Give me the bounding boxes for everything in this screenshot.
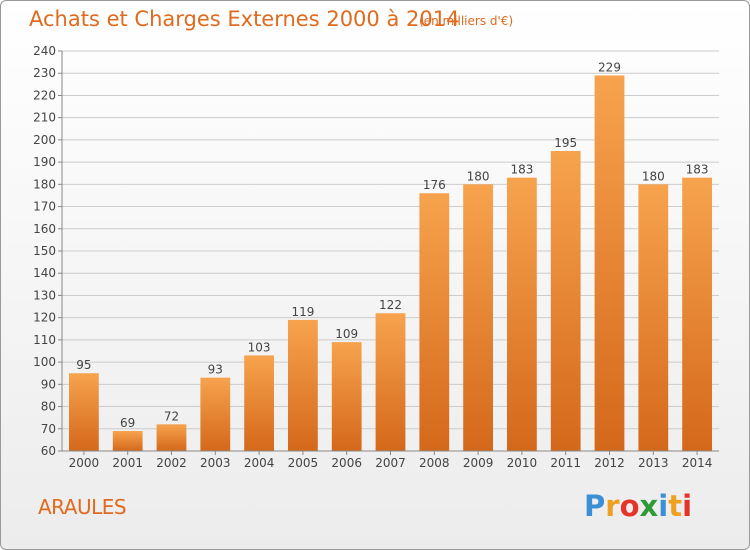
data-label-2002: 72	[164, 409, 179, 423]
x-tick-label-2014: 2014	[682, 456, 713, 470]
data-label-2009: 180	[467, 169, 490, 183]
y-tick-label: 200	[33, 133, 56, 147]
y-tick-label: 70	[41, 422, 56, 436]
data-label-2003: 93	[208, 363, 223, 377]
bar-2003	[200, 377, 231, 451]
data-label-2013: 180	[642, 169, 665, 183]
data-label-2000: 95	[76, 358, 91, 372]
y-tick-label: 130	[33, 288, 56, 302]
bar-2000	[69, 373, 99, 451]
x-tick-label-2002: 2002	[156, 456, 187, 470]
bar-2008	[419, 193, 450, 451]
x-tick-label-2010: 2010	[507, 456, 538, 470]
bar-2011	[550, 151, 581, 451]
y-tick-label: 210	[33, 111, 56, 125]
y-tick-label: 240	[33, 44, 56, 58]
y-tick-label: 140	[33, 266, 56, 280]
y-tick-label: 90	[41, 377, 56, 391]
x-tick-label-2003: 2003	[200, 456, 231, 470]
y-tick-label: 220	[33, 88, 56, 102]
x-tick-label-2004: 2004	[244, 456, 275, 470]
data-label-2006: 109	[335, 327, 358, 341]
y-tick-label: 230	[33, 66, 56, 80]
y-tick-label: 120	[33, 311, 56, 325]
commune-name: ARAULES	[38, 495, 127, 519]
bar-2006	[331, 342, 362, 451]
data-label-2014: 183	[686, 163, 709, 177]
bar-2005	[288, 319, 318, 451]
data-label-2012: 229	[598, 60, 621, 74]
y-tick-label: 180	[33, 177, 56, 191]
x-tick-label-2007: 2007	[375, 456, 406, 470]
y-tick-label: 100	[33, 355, 56, 369]
bar-2004	[244, 355, 274, 451]
y-tick-label: 150	[33, 244, 56, 258]
bar-2012	[594, 75, 625, 451]
x-tick-label-2011: 2011	[550, 456, 581, 470]
x-tick-label-2008: 2008	[419, 456, 450, 470]
bar-2002	[156, 424, 187, 451]
bar-2013	[638, 184, 669, 452]
chart-title: Achats et Charges Externes 2000 à 2014	[29, 7, 460, 31]
bar-2010	[507, 177, 537, 451]
x-tick-label-2006: 2006	[331, 456, 362, 470]
data-label-2005: 119	[291, 305, 314, 319]
data-label-2004: 103	[248, 340, 271, 354]
chart-subtitle: (en milliers d'€)	[419, 14, 514, 28]
data-label-2008: 176	[423, 178, 446, 192]
y-tick-label: 80	[41, 400, 56, 414]
x-tick-label-2005: 2005	[288, 456, 319, 470]
x-tick-label-2013: 2013	[638, 456, 669, 470]
x-tick-label-2000: 2000	[69, 456, 100, 470]
y-tick-label: 170	[33, 200, 56, 214]
proxiti-logo[interactable]: Proxiti	[584, 489, 693, 523]
x-tick-label-2012: 2012	[594, 456, 625, 470]
y-tick-label: 160	[33, 222, 56, 236]
data-label-2010: 183	[510, 163, 533, 177]
bar-2001	[112, 431, 143, 451]
y-tick-label: 60	[41, 444, 56, 458]
x-tick-label-2009: 2009	[463, 456, 494, 470]
bar-2009	[463, 184, 493, 452]
data-label-2011: 195	[554, 136, 577, 150]
y-tick-label: 110	[33, 333, 56, 347]
data-label-2007: 122	[379, 298, 402, 312]
y-tick-label: 190	[33, 155, 56, 169]
bar-2007	[375, 313, 406, 451]
data-label-2001: 69	[120, 416, 135, 430]
x-tick-label-2001: 2001	[112, 456, 143, 470]
bar-2014	[682, 177, 712, 451]
